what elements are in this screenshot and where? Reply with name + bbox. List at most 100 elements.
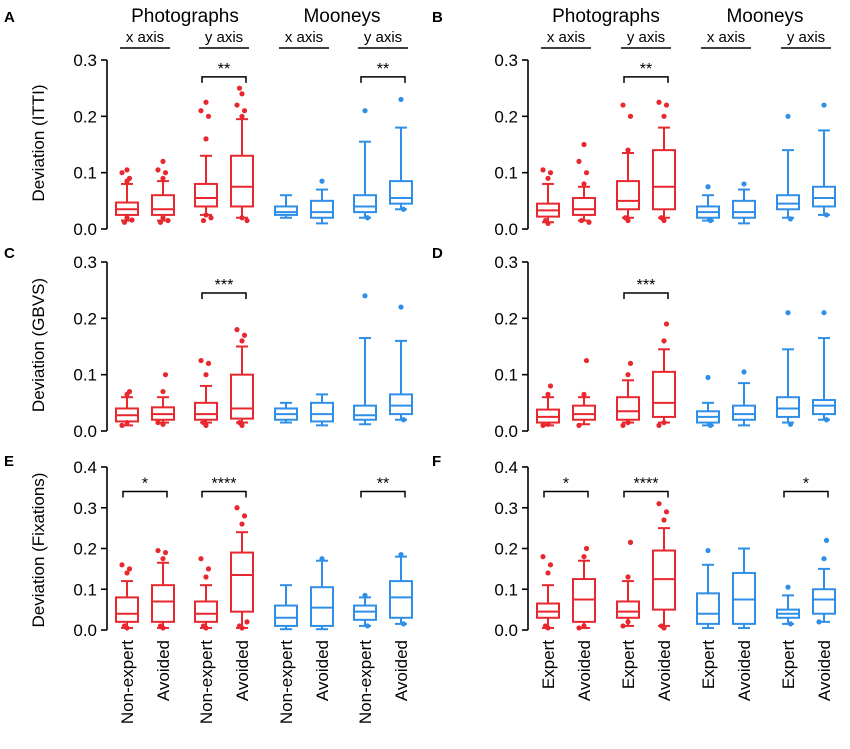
y-tick-label-b-1: 0.1 bbox=[494, 164, 518, 183]
outlier-c-0-1 bbox=[126, 388, 133, 395]
y-tick-label-a-2: 0.2 bbox=[73, 107, 97, 126]
subheader-x-axis-photographs-right: x axis bbox=[547, 29, 585, 46]
header-photographs-left: Photographs bbox=[131, 6, 239, 27]
sig-bracket-f-1: **** bbox=[623, 475, 669, 498]
box-c-3 bbox=[230, 327, 254, 428]
outlier-c-2-2 bbox=[198, 357, 204, 364]
box-c-7 bbox=[389, 304, 413, 423]
y-tick-label-f-0: 0.0 bbox=[494, 621, 518, 640]
outlier-d-2-1 bbox=[627, 360, 634, 366]
outlier-f-6-1 bbox=[787, 621, 794, 627]
subheader-y-axis-mooneys-left: y axis bbox=[364, 29, 402, 46]
outlier-b-3-4 bbox=[658, 215, 665, 221]
outlier-b-1-0 bbox=[581, 181, 587, 187]
sig-label-b-0: ** bbox=[640, 61, 652, 78]
box-e-1 bbox=[151, 547, 175, 631]
box-b-7 bbox=[812, 102, 836, 218]
box-b-6 bbox=[776, 113, 800, 222]
box-body-c-6 bbox=[353, 404, 377, 421]
outlier-e-1-0 bbox=[160, 556, 166, 562]
box-b-1 bbox=[572, 141, 596, 225]
box-e-7 bbox=[389, 552, 413, 627]
outlier-d-6-0 bbox=[785, 310, 791, 316]
box-a-1 bbox=[151, 158, 175, 225]
box-c-2 bbox=[194, 357, 218, 428]
box-a-2 bbox=[194, 99, 218, 224]
sig-line-a-1 bbox=[360, 76, 406, 83]
sig-bracket-b-0: ** bbox=[623, 61, 669, 83]
outlier-a-0-3 bbox=[124, 167, 130, 173]
box-body-d-3 bbox=[652, 370, 676, 418]
outlier-a-1-6 bbox=[160, 215, 166, 221]
outlier-a-1-4 bbox=[157, 219, 164, 225]
box-body-e-0 bbox=[115, 596, 139, 623]
y-tick-label-f-2: 0.2 bbox=[494, 540, 518, 559]
sig-line-b-0 bbox=[623, 76, 669, 83]
y-tick-label-f-1: 0.1 bbox=[494, 580, 518, 599]
box-body-c-3 bbox=[230, 373, 254, 420]
sig-label-e-1: **** bbox=[212, 475, 237, 492]
outlier-a-6-1 bbox=[364, 215, 371, 221]
box-body-e-2 bbox=[194, 600, 218, 623]
box-f-7 bbox=[812, 537, 836, 625]
outlier-f-1-3 bbox=[581, 623, 587, 629]
outlier-a-0-1 bbox=[126, 175, 133, 181]
category-label-left-7: Avoided bbox=[392, 640, 411, 701]
box-body-a-1 bbox=[151, 194, 175, 216]
header-mooneys-left: Mooneys bbox=[303, 6, 380, 27]
sig-bracket-d-0: *** bbox=[623, 277, 669, 299]
header-mooneys-right: Mooneys bbox=[726, 6, 803, 27]
sig-line-c-0 bbox=[201, 292, 247, 299]
outlier-c-1-3 bbox=[160, 421, 166, 427]
outlier-e-3-2 bbox=[234, 505, 240, 511]
box-e-6 bbox=[353, 592, 377, 629]
category-label-right-0: Expert bbox=[539, 640, 558, 689]
y-tick-label-b-3: 0.3 bbox=[494, 51, 518, 70]
box-body-d-2 bbox=[616, 396, 640, 421]
box-d-3 bbox=[652, 321, 676, 428]
outlier-f-0-4 bbox=[542, 623, 549, 629]
outlier-a-3-6 bbox=[239, 215, 245, 221]
outlier-c-0-2 bbox=[119, 422, 125, 428]
category-label-left-0: Non-expert bbox=[118, 640, 137, 724]
outlier-b-6-1 bbox=[787, 216, 794, 222]
outlier-b-0-2 bbox=[540, 167, 546, 173]
panel-letter-c: C bbox=[4, 245, 15, 262]
outlier-e-0-4 bbox=[121, 623, 128, 629]
y-tick-label-d-0: 0.0 bbox=[494, 422, 518, 441]
category-label-right-4: Expert bbox=[699, 640, 718, 689]
panel-a-plot: 0.0 0.1 0.2 0.3 ** ** bbox=[73, 51, 413, 239]
sig-line-e-0 bbox=[122, 490, 168, 498]
box-f-6 bbox=[776, 584, 800, 627]
outlier-e-6-1 bbox=[364, 623, 371, 629]
box-body-b-2 bbox=[616, 180, 640, 211]
outlier-d-4-1 bbox=[707, 422, 714, 428]
box-f-1 bbox=[572, 545, 596, 631]
outlier-f-0-0 bbox=[545, 570, 551, 576]
category-label-right-7: Avoided bbox=[815, 640, 834, 701]
box-d-2 bbox=[616, 360, 640, 428]
outlier-e-7-1 bbox=[400, 621, 407, 627]
panel-letter-a: A bbox=[4, 9, 15, 26]
y-tick-label-b-2: 0.2 bbox=[494, 107, 518, 126]
outlier-b-1-3 bbox=[581, 141, 587, 148]
box-body-b-3 bbox=[652, 149, 676, 211]
box-e-4 bbox=[274, 584, 298, 631]
outlier-b-2-4 bbox=[622, 215, 629, 221]
outlier-b-1-4 bbox=[578, 217, 585, 224]
box-body-a-7 bbox=[389, 180, 413, 205]
outlier-b-4-0 bbox=[705, 184, 711, 190]
panel-c-plot: 0.0 0.1 0.2 0.3 *** bbox=[73, 253, 413, 441]
outlier-d-2-3 bbox=[625, 419, 631, 426]
box-f-4 bbox=[696, 547, 720, 629]
box-body-f-4 bbox=[696, 592, 720, 625]
outlier-d-1-0 bbox=[581, 391, 587, 397]
sig-line-a-0 bbox=[201, 76, 247, 83]
box-body-e-6 bbox=[353, 604, 377, 621]
box-e-5 bbox=[310, 556, 334, 631]
outlier-b-7-1 bbox=[823, 212, 830, 218]
y-tick-label-a-0: 0.0 bbox=[73, 220, 97, 239]
box-body-a-6 bbox=[353, 194, 377, 214]
ylabel-gbvs: Deviation (GBVS) bbox=[29, 278, 48, 412]
